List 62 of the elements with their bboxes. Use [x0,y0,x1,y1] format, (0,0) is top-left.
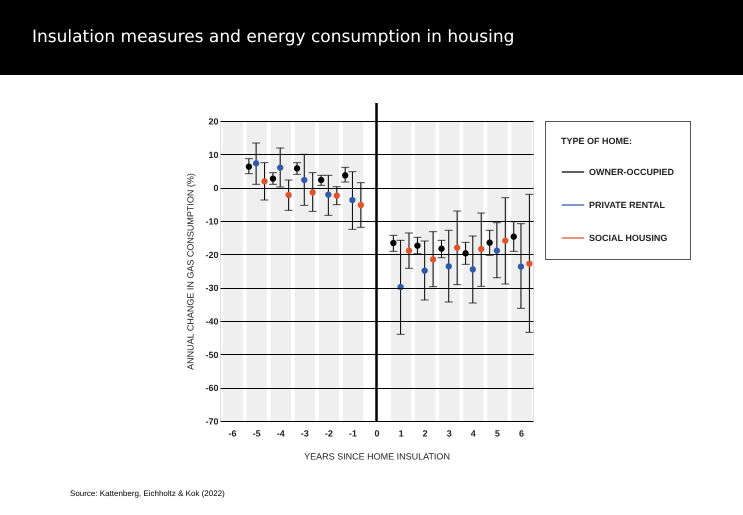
y-tick-label: -20 [205,250,218,260]
x-tick-label: -5 [252,428,261,438]
point [358,202,364,208]
point [246,164,252,170]
x-tick-label: 1 [398,428,404,438]
x-tick-label: -4 [276,428,285,438]
point [261,178,268,184]
point [518,264,524,270]
point [325,192,332,198]
point [277,164,284,171]
legend-label: PRIVATE RENTAL [589,200,666,210]
x-tick-label: 3 [446,428,452,438]
y-axis-title: ANNUAL CHANGE IN GAS CONSUMPTION (%) [185,173,196,370]
x-tick-label: -3 [300,428,309,438]
point [285,192,292,198]
y-tick-label: -60 [205,383,218,394]
x-tick-label: 4 [470,428,476,438]
point [502,238,508,244]
x-tick-label: 6 [518,428,524,438]
point [438,246,445,252]
point [454,244,460,251]
x-axis-title: YEARS SINCE HOME INSULATION [304,452,450,462]
point [478,246,484,252]
point [470,266,476,272]
y-tick-label: 10 [208,150,218,160]
point [301,176,308,184]
y-tick-label: 20 [208,116,218,126]
point [349,196,356,204]
source-note: Source: Kattenberg, Eichholtz & Kok (2022) [70,489,226,498]
x-tick-label: -1 [348,428,357,438]
point [421,268,428,274]
legend-label: OWNER-OCCUPIED [589,167,674,177]
x-tick-label: -6 [228,428,237,438]
point [294,165,300,172]
y-tick-label: -50 [205,350,218,360]
x-tick-label: 2 [422,428,428,438]
legend-title: TYPE OF HOME: [561,136,632,146]
point [510,234,517,240]
legend-label: SOCIAL HOUSING [589,233,668,243]
point [252,160,260,166]
point [318,176,324,184]
point [446,263,452,270]
point [526,260,533,267]
chart-title: Insulation measures and energy consumption in housing [32,27,514,47]
point [406,248,412,254]
point [342,172,348,178]
x-tick-label: 0 [374,428,380,438]
x-tick-label: -2 [324,428,333,438]
point [310,189,316,196]
point [334,192,340,199]
point [430,256,436,262]
y-tick-label: 0 [213,183,218,194]
y-tick-label: -40 [205,316,218,326]
point [390,240,397,246]
point [270,176,276,182]
point [414,242,421,249]
y-tick-label: -10 [205,216,218,226]
y-tick-label: -30 [205,283,218,294]
point [494,248,500,254]
x-tick-label: 5 [494,428,500,438]
point [486,240,493,246]
y-tick-label: -70 [205,416,218,426]
